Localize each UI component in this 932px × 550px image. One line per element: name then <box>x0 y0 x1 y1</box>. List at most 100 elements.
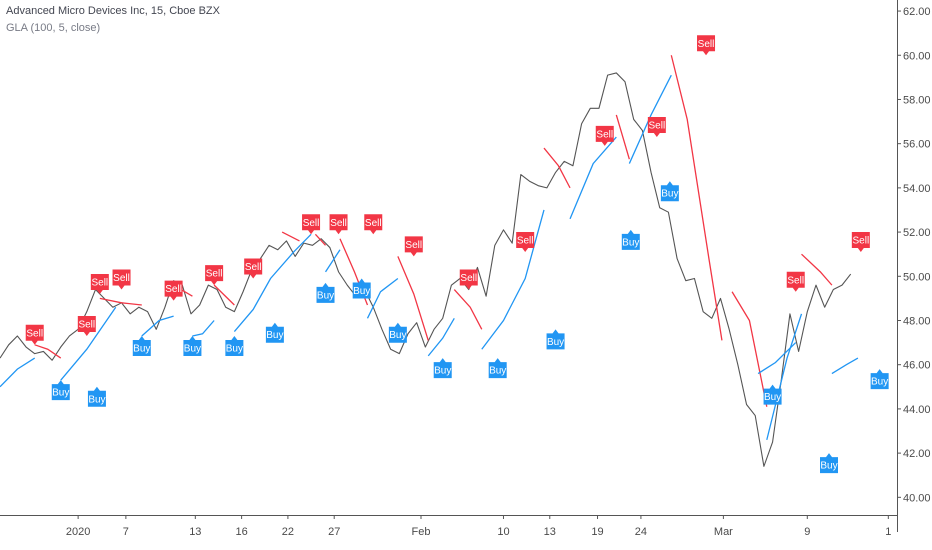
gla-segment-up-7 <box>192 320 215 337</box>
signal-buy-28[interactable]: Buy <box>660 181 679 202</box>
buy-marker-label: Buy <box>661 189 678 200</box>
symbol-legend[interactable]: Advanced Micro Devices Inc, 15, Cboe BZX <box>6 5 220 17</box>
sell-marker-label: Sell <box>460 273 477 284</box>
gla-segment-down-17 <box>453 289 483 330</box>
axis-layer: 40.00 42.00 44.00 46.00 48.00 50.00 52.00 54.00… <box>0 0 931 538</box>
x-tick-label: Mar <box>714 526 733 538</box>
x-tick-label: 24 <box>635 526 647 538</box>
signal-sell-25[interactable]: Sell <box>595 125 614 146</box>
signal-sell-23[interactable]: Sell <box>516 231 535 252</box>
signal-sell-5[interactable]: Sell <box>112 269 131 290</box>
signal-buy-32[interactable]: Buy <box>820 453 839 474</box>
signal-sell-27[interactable]: Sell <box>647 117 666 138</box>
buy-marker-shape <box>132 335 151 356</box>
sell-marker-label: Sell <box>91 277 108 288</box>
buy-marker-shape <box>870 369 889 390</box>
buy-marker-label: Buy <box>133 343 150 354</box>
sell-marker-shape <box>697 35 716 56</box>
signal-buy-16[interactable]: Buy <box>352 278 371 299</box>
gla-segment-down-1 <box>34 344 62 359</box>
signal-buy-12[interactable]: Buy <box>265 322 284 343</box>
gla-segment-down-10 <box>281 231 300 242</box>
buy-marker-shape <box>820 453 839 474</box>
gla-segment-up-20 <box>569 136 617 220</box>
signal-sell-15[interactable]: Sell <box>329 214 348 235</box>
signal-sell-17[interactable]: Sell <box>364 214 383 235</box>
signal-buy-6[interactable]: Buy <box>132 335 151 356</box>
sell-marker-label: Sell <box>365 218 382 229</box>
buy-marker-label: Buy <box>317 290 334 301</box>
x-tick-label: 19 <box>591 526 603 538</box>
buy-marker-shape <box>763 384 782 405</box>
gla-segment-down-21 <box>615 114 630 160</box>
x-tick-label: 27 <box>328 526 340 538</box>
gla-segment-down-19 <box>543 147 571 189</box>
buy-marker-shape <box>265 322 284 343</box>
sell-marker-shape <box>164 280 183 301</box>
signal-sell-19[interactable]: Sell <box>404 236 423 257</box>
x-tick-label: Feb <box>412 526 431 538</box>
sell-marker-label: Sell <box>330 218 347 229</box>
gla-segment-up-25 <box>766 313 803 441</box>
signal-buy-26[interactable]: Buy <box>621 229 640 250</box>
y-tick-label: 52.00 <box>903 227 931 239</box>
buy-marker-shape <box>87 386 106 407</box>
sell-marker-label: Sell <box>245 262 262 273</box>
gla-segment-up-26 <box>757 342 797 375</box>
gla-segment-down-24 <box>731 291 768 407</box>
gla-segment-up-12 <box>324 249 341 273</box>
signal-sell-2[interactable]: Sell <box>77 315 96 336</box>
buy-marker-shape <box>316 282 335 303</box>
sell-marker-shape <box>25 324 44 345</box>
sell-marker-label: Sell <box>405 240 422 251</box>
signal-buy-1[interactable]: Buy <box>51 380 70 401</box>
signal-buy-8[interactable]: Buy <box>183 335 202 356</box>
buy-marker-shape <box>621 229 640 250</box>
price-series-line <box>0 72 852 467</box>
signal-sell-30[interactable]: Sell <box>786 271 805 292</box>
gla-segment-down-8 <box>213 284 235 306</box>
signal-sell-0[interactable]: Sell <box>25 324 44 345</box>
indicator-legend[interactable]: GLA (100, 5, close) <box>6 22 101 34</box>
buy-marker-shape <box>388 322 407 343</box>
sell-marker-label: Sell <box>26 328 43 339</box>
signal-sell-33[interactable]: Sell <box>851 231 870 252</box>
gla-segment-up-18 <box>481 209 545 350</box>
signal-sell-21[interactable]: Sell <box>459 269 478 290</box>
sell-marker-label: Sell <box>517 235 534 246</box>
signal-buy-24[interactable]: Buy <box>546 329 565 350</box>
signal-sell-7[interactable]: Sell <box>164 280 183 301</box>
signal-sell-11[interactable]: Sell <box>244 258 263 279</box>
indicator-layer <box>0 55 859 441</box>
signal-buy-14[interactable]: Buy <box>316 282 335 303</box>
y-tick-label: 60.00 <box>903 50 931 62</box>
buy-marker-shape <box>546 329 565 350</box>
buy-marker-shape <box>660 181 679 202</box>
signal-sell-9[interactable]: Sell <box>205 265 224 286</box>
signal-sell-4[interactable]: Sell <box>90 273 109 294</box>
gla-segment-up-2 <box>60 306 117 381</box>
signal-sell-13[interactable]: Sell <box>302 214 321 235</box>
signal-buy-34[interactable]: Buy <box>870 369 889 390</box>
sell-marker-shape <box>404 236 423 257</box>
x-tick-label: 9 <box>804 526 810 538</box>
x-tick-label: 13 <box>189 526 201 538</box>
sell-marker-label: Sell <box>698 39 715 50</box>
signal-buy-18[interactable]: Buy <box>388 322 407 343</box>
signal-buy-20[interactable]: Buy <box>433 358 452 379</box>
signal-buy-22[interactable]: Buy <box>488 358 507 379</box>
signal-sell-29[interactable]: Sell <box>697 35 716 56</box>
gla-segment-up-0 <box>0 357 36 388</box>
sell-marker-shape <box>364 214 383 235</box>
signal-buy-10[interactable]: Buy <box>225 335 244 356</box>
gla-segment-up-22 <box>628 74 672 164</box>
buy-marker-label: Buy <box>820 461 837 472</box>
gla-segment-down-15 <box>397 256 429 341</box>
x-tick-label: 13 <box>544 526 556 538</box>
x-tick-label: 2020 <box>66 526 90 538</box>
signal-buy-31[interactable]: Buy <box>763 384 782 405</box>
signal-buy-3[interactable]: Buy <box>87 386 106 407</box>
buy-marker-shape <box>352 278 371 299</box>
buy-marker-label: Buy <box>88 394 105 405</box>
